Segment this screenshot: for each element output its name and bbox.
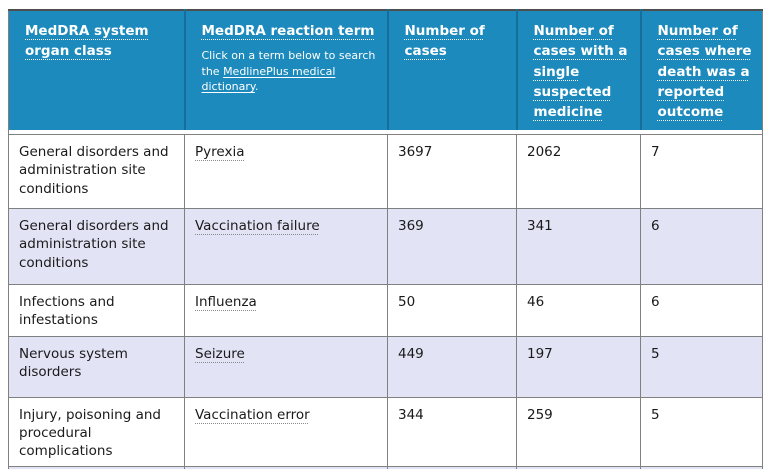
table-row: General disorders and administration sit… (8, 208, 763, 286)
organ-class-cell: Injury, poisoning and procedural complic… (8, 396, 185, 468)
single-suspected-cell: 259 (516, 396, 641, 468)
reaction-term-link[interactable]: Seizure (195, 345, 245, 362)
col-header-single-suspected: Number of cases with a single suspected … (515, 10, 641, 131)
table-body: General disorders and administration sit… (8, 134, 763, 469)
single-suspected-term-link[interactable]: Number of cases with a single suspected … (533, 23, 628, 120)
header-body-gap (8, 130, 763, 135)
organ-class-cell: General disorders and administration sit… (8, 208, 185, 286)
reaction-term-header-link[interactable]: MedDRA reaction term (201, 23, 375, 39)
reaction-term-cell: Seizure (184, 335, 388, 398)
table-row: Nervous system disorders Seizure 449 197… (8, 335, 763, 398)
organ-class-cell: General disorders and administration sit… (8, 134, 185, 210)
adverse-reaction-table: MedDRA system organ class MedDRA reactio… (8, 9, 763, 469)
table-row: General disorders and administration sit… (8, 134, 763, 210)
table-header: MedDRA system organ class MedDRA reactio… (8, 10, 763, 135)
cases-cell: 344 (387, 396, 517, 468)
medlineplus-dictionary-link[interactable]: MedlinePlus medical dictionary (201, 64, 336, 94)
single-suspected-cell: 197 (516, 335, 641, 398)
reaction-term-cell: Vaccination error (184, 396, 388, 468)
death-outcome-term-link[interactable]: Number of cases where death was a report… (657, 23, 752, 120)
cases-cell: 3697 (387, 134, 517, 210)
table-row: Infections and infestations Influenza 50… (8, 284, 763, 337)
reaction-term-link[interactable]: Vaccination error (195, 406, 310, 423)
reaction-term-cell: Vaccination failure (184, 208, 388, 286)
note-prefix: Click on a term below to search the (201, 49, 376, 78)
number-of-cases-term-link[interactable]: Number of cases (404, 23, 485, 60)
header-note: Click on a term below to search the Medl… (202, 48, 377, 94)
table-row: Injury, poisoning and procedural complic… (8, 396, 763, 468)
reaction-term-link[interactable]: Influenza (195, 294, 257, 311)
col-header-number-of-cases: Number of cases (386, 10, 517, 131)
organ-class-term-link[interactable]: MedDRA system organ class (25, 23, 149, 60)
reaction-term-link[interactable]: Pyrexia (195, 144, 245, 161)
organ-class-cell: Infections and infestations (8, 284, 185, 337)
reaction-term-link[interactable]: Vaccination failure (195, 218, 320, 235)
single-suspected-cell: 46 (516, 284, 641, 337)
col-header-death-outcome: Number of cases where death was a report… (639, 10, 763, 131)
deaths-cell (640, 466, 763, 469)
organ-class-cell: Nervous system disorders (8, 335, 185, 398)
single-suspected-cell: 341 (516, 208, 641, 286)
single-suspected-cell: 2062 (516, 134, 641, 210)
deaths-cell: 5 (640, 396, 763, 468)
table-row-partial (8, 466, 763, 469)
cases-cell: 449 (387, 335, 517, 398)
reaction-term-cell: Pyrexia (184, 134, 388, 210)
col-header-organ-class: MedDRA system organ class (8, 10, 185, 131)
cases-cell: 369 (387, 208, 517, 286)
cases-cell: 50 (387, 284, 517, 337)
deaths-cell: 6 (640, 208, 763, 286)
deaths-cell: 5 (640, 335, 763, 398)
note-suffix: . (254, 80, 259, 94)
deaths-cell: 6 (640, 284, 763, 337)
reaction-term-cell: Influenza (184, 284, 388, 337)
deaths-cell: 7 (640, 134, 763, 210)
col-header-reaction-term: MedDRA reaction term Click on a term bel… (183, 10, 388, 131)
header-row: MedDRA system organ class MedDRA reactio… (8, 10, 763, 131)
